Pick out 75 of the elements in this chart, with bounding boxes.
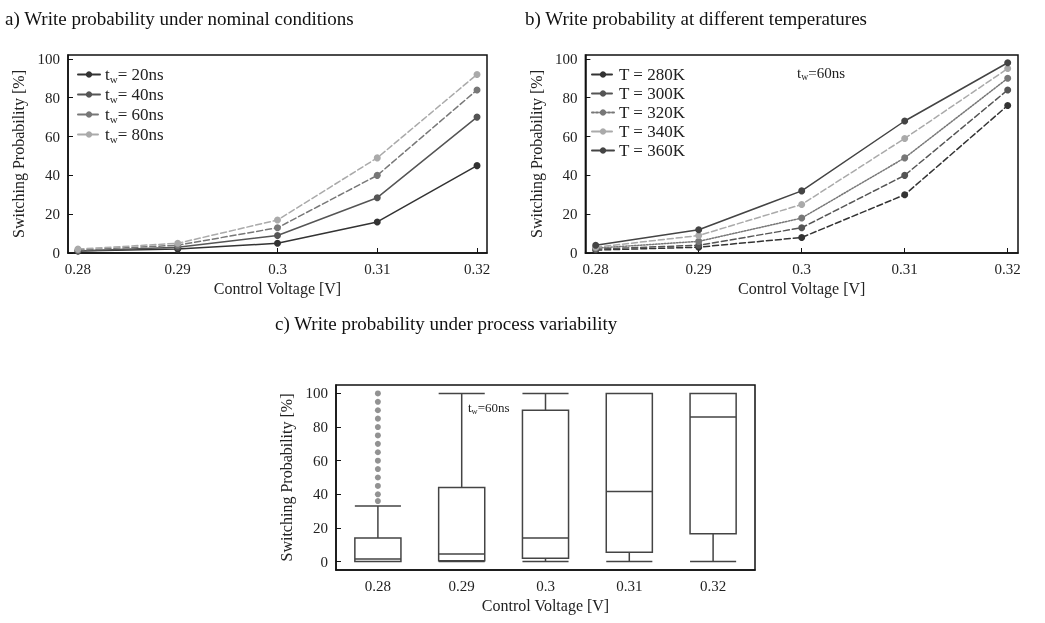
y-tick-label: 0 — [52, 245, 60, 261]
chart-title: c) Write probability under process variability — [275, 313, 618, 335]
point — [274, 239, 281, 247]
y-tick-label: 60 — [45, 128, 60, 145]
x-tick-label: 0.3 — [792, 260, 812, 277]
point — [473, 162, 481, 170]
point — [1004, 59, 1012, 67]
y-tick-label: 0 — [569, 245, 578, 261]
y-tick-label: 20 — [313, 519, 328, 536]
point — [695, 226, 703, 234]
y-tick-label: 20 — [562, 206, 578, 223]
point — [373, 218, 381, 226]
y-axis-title: Switching Probability [%] — [278, 393, 297, 562]
y-tick-label: 80 — [313, 419, 328, 436]
point — [798, 187, 806, 195]
x-tick-label: 0.32 — [699, 577, 727, 594]
x-tick-label: 0.31 — [364, 260, 391, 277]
point — [473, 70, 481, 78]
x-tick-label: 0.32 — [463, 260, 491, 277]
x-tick-label: 0.31 — [616, 577, 643, 594]
point — [798, 233, 806, 241]
point — [1004, 86, 1012, 94]
point — [798, 214, 806, 222]
point — [901, 154, 909, 162]
x-axis-title: Control Voltage [V] — [481, 597, 610, 616]
legend-label: T = 360K — [619, 141, 686, 160]
y-tick-label: 100 — [554, 50, 578, 67]
legend-label: T = 320K — [619, 103, 686, 122]
point — [373, 154, 381, 162]
y-tick-label: 60 — [562, 128, 578, 145]
point — [373, 194, 381, 202]
legend-label: T = 340K — [619, 122, 686, 141]
point — [798, 200, 806, 208]
point — [695, 232, 703, 240]
point — [901, 134, 909, 142]
x-tick-label: 0.29 — [448, 577, 475, 594]
x-tick-label: 0.32 — [994, 260, 1021, 277]
y-tick-label: 40 — [562, 167, 578, 184]
x-tick-label: 0.28 — [582, 260, 609, 277]
y-tick-label: 60 — [313, 452, 328, 469]
y-tick-label: 80 — [562, 89, 578, 106]
point — [1004, 74, 1012, 82]
x-tick-label: 0.29 — [164, 260, 191, 277]
point — [373, 171, 381, 179]
chart-title: a) Write probability under nominal conditions — [5, 8, 354, 30]
point — [1004, 65, 1012, 73]
point — [695, 237, 703, 245]
x-axis-title: Control Voltage [V] — [213, 280, 342, 299]
x-tick-label: 0.3 — [536, 577, 555, 594]
y-tick-label: 100 — [37, 50, 60, 67]
x-tick-label: 0.29 — [685, 260, 712, 277]
x-tick-label: 0.28 — [364, 577, 392, 594]
x-tick-label: 0.3 — [268, 260, 287, 277]
y-tick-label: 100 — [305, 385, 328, 402]
y-axis-title: Switching Probability [%] — [527, 70, 546, 238]
point — [798, 224, 806, 232]
point — [1004, 101, 1012, 109]
chart-title: b) Write probability at different temperatures — [525, 8, 867, 30]
point — [901, 191, 909, 199]
x-tick-label: 0.31 — [891, 260, 918, 277]
point — [901, 117, 909, 125]
legend-label: T = 280K — [619, 65, 686, 84]
y-tick-label: 0 — [320, 553, 328, 570]
y-tick-label: 80 — [45, 89, 60, 106]
y-axis-title: Switching Probability [%] — [10, 70, 29, 238]
point — [274, 224, 281, 232]
point — [274, 216, 281, 224]
point — [901, 171, 909, 179]
x-axis-title: Control Voltage [V] — [738, 280, 866, 299]
point — [274, 232, 281, 240]
y-tick-label: 20 — [45, 206, 60, 223]
legend-label: T = 300K — [619, 84, 686, 103]
y-tick-label: 40 — [313, 486, 328, 503]
y-tick-label: 40 — [45, 167, 60, 184]
x-tick-label: 0.28 — [64, 260, 92, 277]
